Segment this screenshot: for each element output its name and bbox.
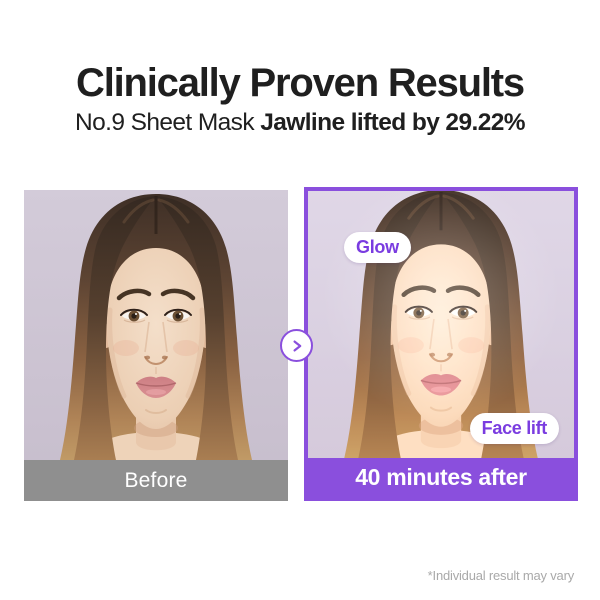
disclaimer-text: *Individual result may vary bbox=[427, 568, 575, 583]
after-panel: Glow Face lift 40 minutes after bbox=[304, 187, 578, 501]
face-lift-badge: Face lift bbox=[469, 413, 559, 444]
chevron-right-icon bbox=[280, 329, 313, 362]
before-portrait-image bbox=[24, 190, 288, 460]
before-panel: Before bbox=[24, 190, 288, 501]
before-label: Before bbox=[24, 460, 288, 501]
page-title: Clinically Proven Results bbox=[76, 61, 525, 105]
subtitle: No.9 Sheet Mask Jawline lifted by 29.22% bbox=[0, 109, 600, 137]
glow-badge: Glow bbox=[344, 232, 411, 263]
before-photo bbox=[24, 190, 288, 460]
after-label: 40 minutes after bbox=[308, 458, 574, 497]
after-photo: Glow Face lift bbox=[308, 191, 574, 458]
subtitle-claim: Jawline lifted by 29.22% bbox=[260, 109, 525, 136]
subtitle-product: No.9 Sheet Mask bbox=[75, 109, 261, 136]
